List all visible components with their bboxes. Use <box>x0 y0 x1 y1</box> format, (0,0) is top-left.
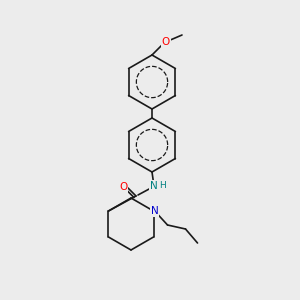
Text: N: N <box>150 181 158 191</box>
Text: H: H <box>160 181 167 190</box>
Text: O: O <box>119 182 127 192</box>
Text: O: O <box>162 37 170 47</box>
Text: N: N <box>151 206 158 216</box>
